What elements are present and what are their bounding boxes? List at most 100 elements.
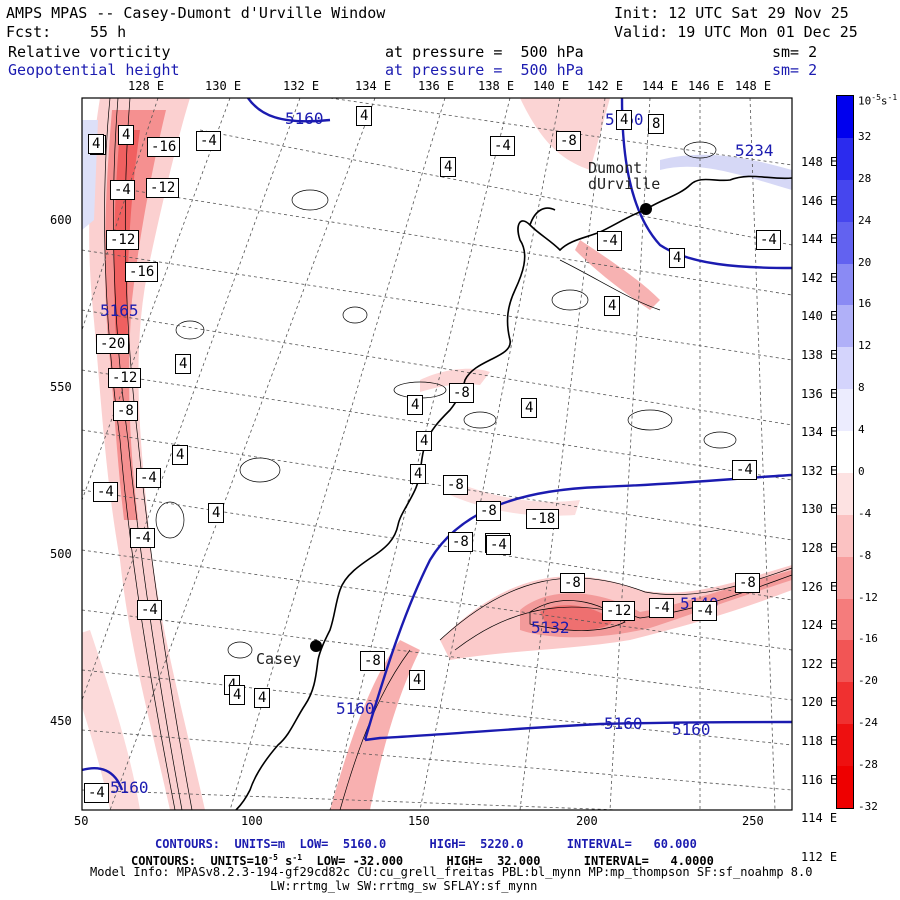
vorticity-label: -8 (560, 573, 585, 593)
colorbar-tick-label: 0 (858, 464, 865, 478)
colorbar-band (837, 598, 853, 641)
vort-units-s: s (277, 854, 293, 868)
latitude-tick-label: 122 E (801, 656, 838, 671)
field1-name: Relative vorticity (8, 43, 171, 61)
vorticity-label: 4 (669, 248, 686, 268)
colorbar-units: 10-5s-1 (858, 92, 897, 108)
height-label: 5160 (604, 714, 643, 733)
colorbar-tick-label: 20 (858, 255, 872, 269)
vorticity-label: -8 (448, 532, 473, 552)
longitude-tick-label: 132 E (283, 79, 320, 93)
vorticity-label: -8 (113, 401, 138, 421)
latitude-tick-label: 140 E (801, 309, 838, 324)
colorbar-tick-label: -16 (858, 632, 878, 646)
vorticity-label: -12 (108, 368, 142, 388)
model-info: Model Info: MPASv8.2.3-194-gf29cd82c CU:… (90, 865, 813, 879)
casey-marker (310, 640, 322, 652)
y-tick-label: 600 (50, 213, 72, 227)
vorticity-label: -16 (147, 137, 181, 157)
x-tick-label: 150 (408, 814, 430, 828)
vorticity-label: -8 (449, 383, 474, 403)
colorbar-band (837, 472, 853, 516)
vorticity-label: -4 (649, 598, 674, 618)
colorbar-band (837, 347, 853, 390)
longitude-tick-label: 134 E (355, 79, 392, 93)
vort-units-exp: -5 (268, 853, 278, 862)
vorticity-label: -8 (556, 131, 581, 151)
vorticity-label: -8 (735, 573, 760, 593)
latlon-grid (82, 98, 792, 810)
vorticity-label: 4 (118, 125, 135, 145)
colorbar-tick-label: -4 (858, 506, 872, 520)
latitude-tick-label: 130 E (801, 502, 838, 517)
vorticity-label: 4 (616, 110, 633, 130)
vorticity-label: -12 (106, 230, 140, 250)
place-label-dumont: Dumont dUrville (588, 159, 661, 193)
latitude-tick-label: 136 E (801, 386, 838, 401)
model-info-2: LW:rrtmg_lw SW:rrtmg_sw SFLAY:sf_mynn (270, 879, 538, 893)
latitude-tick-label: 112 E (801, 849, 838, 864)
latitude-tick-label: 126 E (801, 579, 838, 594)
longitude-tick-label: 140 E (533, 79, 570, 93)
latitude-tick-label: 132 E (801, 463, 838, 478)
vort-range: LOW= -32.000 HIGH= 32.000 INTERVAL= 4.00… (302, 854, 714, 868)
latitude-tick-label: 124 E (801, 618, 838, 633)
colorbar-band (837, 431, 853, 474)
height-label: 5132 (531, 618, 570, 637)
y-tick-label: 550 (50, 380, 72, 394)
colorbar-tick-label: 16 (858, 297, 872, 311)
vorticity-label: 4 (407, 395, 424, 415)
longitude-tick-label: 130 E (205, 79, 242, 93)
valid-time: Valid: 19 UTC Mon 01 Dec 25 (614, 23, 858, 41)
vorticity-label: -18 (526, 509, 560, 529)
colorbar-band (837, 640, 853, 683)
colorbar-tick-label: 32 (858, 129, 872, 143)
vorticity-label: 4 (521, 398, 538, 418)
vorticity-label: -16 (125, 262, 159, 282)
colorbar-tick-label: -8 (858, 548, 872, 562)
colorbar-band (837, 96, 853, 139)
vorticity-contours (104, 98, 792, 810)
vorticity-label: -4 (486, 535, 511, 555)
place-label-casey: Casey (256, 650, 302, 668)
height-label: 5160 (672, 720, 711, 739)
longitude-tick-label: 148 E (735, 79, 772, 93)
vorticity-label: 4 (604, 296, 621, 316)
unit-exp: -5 (871, 93, 881, 102)
vorticity-label: -4 (490, 136, 515, 156)
x-tick-label: 100 (241, 814, 263, 828)
colorbar-band (837, 137, 853, 181)
longitude-tick-label: 136 E (418, 79, 455, 93)
vorticity-label: -4 (196, 131, 221, 151)
latitude-tick-label: 118 E (801, 734, 838, 748)
vorticity-label: -4 (84, 783, 109, 803)
field2-level: at pressure = 500 hPa (385, 61, 584, 79)
latitude-tick-label: 142 E (801, 270, 838, 285)
colorbar (836, 95, 854, 809)
vorticity-label: -20 (96, 334, 130, 354)
colorbar-band (837, 766, 853, 809)
x-tick-label: 50 (74, 814, 89, 828)
coastline (235, 175, 792, 810)
vorticity-label: 4 (254, 688, 271, 708)
field1-smoothing: sm= 2 (772, 43, 818, 61)
x-tick-label: 200 (576, 814, 598, 828)
latitude-tick-label: 116 E (801, 772, 838, 787)
vorticity-label: 4 (208, 503, 225, 523)
plot-frame (81, 97, 793, 811)
longitude-tick-label: 144 E (642, 79, 679, 93)
colorbar-tick-label: -20 (858, 674, 878, 688)
vorticity-label: 4 (440, 157, 457, 177)
longitude-tick-label: 138 E (478, 79, 515, 93)
vorticity-label: -4 (136, 468, 161, 488)
latitude-tick-label: 128 E (801, 541, 838, 555)
vorticity-label: 4 (175, 354, 192, 374)
colorbar-band (837, 179, 853, 223)
vorticity-shading (82, 98, 792, 810)
colorbar-tick-label: 8 (858, 381, 865, 395)
x-tick-label: 250 (742, 814, 764, 828)
field2-name: Geopotential height (8, 61, 180, 79)
vorticity-label: -4 (756, 230, 781, 250)
colorbar-tick-label: -24 (858, 716, 878, 730)
